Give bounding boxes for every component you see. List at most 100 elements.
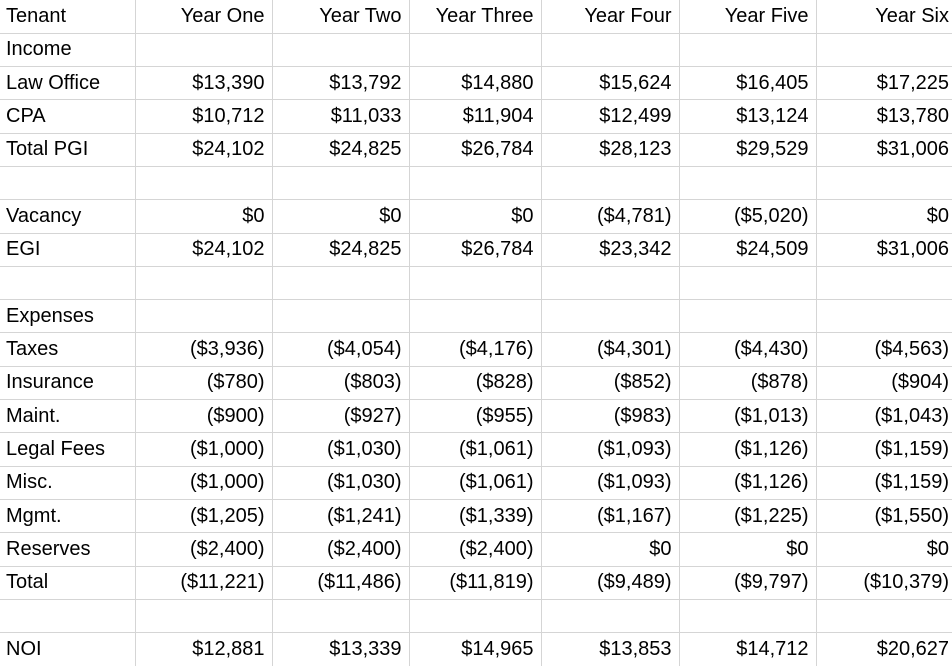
column-header-year-one[interactable]: Year One bbox=[134, 0, 273, 34]
row-label-cell[interactable]: Taxes bbox=[0, 332, 136, 367]
value-cell[interactable]: $14,880 bbox=[408, 66, 542, 101]
value-cell[interactable]: $15,624 bbox=[540, 66, 680, 101]
value-cell[interactable] bbox=[271, 598, 410, 634]
column-header-year-five[interactable]: Year Five bbox=[678, 0, 817, 34]
value-cell[interactable]: ($4,301) bbox=[540, 332, 680, 367]
value-cell[interactable]: ($1,093) bbox=[540, 432, 680, 467]
row-label-cell[interactable]: Maint. bbox=[0, 399, 136, 434]
row-label-cell[interactable]: EGI bbox=[0, 232, 136, 267]
value-cell[interactable] bbox=[540, 165, 680, 201]
value-cell[interactable] bbox=[134, 165, 273, 201]
value-cell[interactable]: $23,342 bbox=[540, 232, 680, 267]
value-cell[interactable]: ($904) bbox=[815, 365, 952, 401]
value-cell[interactable]: ($3,936) bbox=[134, 332, 273, 367]
value-cell[interactable]: $29,529 bbox=[678, 132, 817, 167]
value-cell[interactable] bbox=[678, 265, 817, 301]
value-cell[interactable] bbox=[408, 265, 542, 301]
value-cell[interactable]: ($878) bbox=[678, 365, 817, 401]
value-cell[interactable]: ($11,486) bbox=[271, 565, 410, 600]
value-cell[interactable]: $14,965 bbox=[408, 632, 542, 666]
value-cell[interactable]: ($9,797) bbox=[678, 565, 817, 600]
value-cell[interactable] bbox=[408, 598, 542, 634]
value-cell[interactable]: $13,339 bbox=[271, 632, 410, 666]
value-cell[interactable]: $24,825 bbox=[271, 232, 410, 267]
row-label-cell[interactable]: Total PGI bbox=[0, 132, 136, 167]
value-cell[interactable] bbox=[134, 598, 273, 634]
row-label-cell[interactable]: Legal Fees bbox=[0, 432, 136, 467]
value-cell[interactable] bbox=[540, 299, 680, 334]
value-cell[interactable]: ($11,819) bbox=[408, 565, 542, 600]
row-label-cell[interactable]: NOI bbox=[0, 632, 136, 666]
row-label-cell[interactable]: Reserves bbox=[0, 532, 136, 567]
value-cell[interactable]: $0 bbox=[540, 532, 680, 567]
value-cell[interactable]: ($4,781) bbox=[540, 199, 680, 234]
value-cell[interactable]: $0 bbox=[678, 532, 817, 567]
value-cell[interactable]: $13,390 bbox=[134, 66, 273, 101]
value-cell[interactable]: $26,784 bbox=[408, 232, 542, 267]
value-cell[interactable]: $10,712 bbox=[134, 99, 273, 134]
value-cell[interactable]: $11,904 bbox=[408, 99, 542, 134]
value-cell[interactable] bbox=[134, 265, 273, 301]
value-cell[interactable]: $16,405 bbox=[678, 66, 817, 101]
value-cell[interactable] bbox=[678, 299, 817, 334]
value-cell[interactable]: ($852) bbox=[540, 365, 680, 401]
column-header-year-six[interactable]: Year Six bbox=[815, 0, 952, 34]
value-cell[interactable]: $12,881 bbox=[134, 632, 273, 666]
value-cell[interactable]: $20,627 bbox=[815, 632, 952, 666]
value-cell[interactable] bbox=[271, 265, 410, 301]
value-cell[interactable]: $24,102 bbox=[134, 132, 273, 167]
column-header-year-four[interactable]: Year Four bbox=[540, 0, 680, 34]
value-cell[interactable] bbox=[678, 598, 817, 634]
column-header-tenant[interactable]: Tenant bbox=[0, 0, 136, 34]
value-cell[interactable]: ($1,013) bbox=[678, 399, 817, 434]
value-cell[interactable] bbox=[271, 299, 410, 334]
value-cell[interactable]: $0 bbox=[815, 532, 952, 567]
row-label-cell[interactable] bbox=[0, 165, 136, 201]
value-cell[interactable]: $31,006 bbox=[815, 232, 952, 267]
value-cell[interactable]: ($2,400) bbox=[134, 532, 273, 567]
column-header-year-three[interactable]: Year Three bbox=[408, 0, 542, 34]
value-cell[interactable]: ($1,126) bbox=[678, 432, 817, 467]
value-cell[interactable]: $0 bbox=[271, 199, 410, 234]
value-cell[interactable] bbox=[815, 299, 952, 334]
value-cell[interactable]: ($1,030) bbox=[271, 465, 410, 500]
value-cell[interactable] bbox=[408, 299, 542, 334]
value-cell[interactable]: $24,509 bbox=[678, 232, 817, 267]
value-cell[interactable]: ($1,061) bbox=[408, 432, 542, 467]
value-cell[interactable]: ($927) bbox=[271, 399, 410, 434]
value-cell[interactable] bbox=[678, 32, 817, 68]
value-cell[interactable]: $12,499 bbox=[540, 99, 680, 134]
value-cell[interactable]: ($1,061) bbox=[408, 465, 542, 500]
value-cell[interactable]: ($2,400) bbox=[408, 532, 542, 567]
value-cell[interactable]: ($1,000) bbox=[134, 432, 273, 467]
value-cell[interactable]: ($803) bbox=[271, 365, 410, 401]
row-label-cell[interactable]: Misc. bbox=[0, 465, 136, 500]
value-cell[interactable] bbox=[815, 32, 952, 68]
value-cell[interactable]: $24,102 bbox=[134, 232, 273, 267]
row-label-cell[interactable]: Mgmt. bbox=[0, 498, 136, 534]
row-label-cell[interactable] bbox=[0, 598, 136, 634]
value-cell[interactable]: $14,712 bbox=[678, 632, 817, 666]
value-cell[interactable]: ($4,176) bbox=[408, 332, 542, 367]
value-cell[interactable]: $11,033 bbox=[271, 99, 410, 134]
value-cell[interactable]: ($4,563) bbox=[815, 332, 952, 367]
value-cell[interactable]: ($1,339) bbox=[408, 498, 542, 534]
column-header-year-two[interactable]: Year Two bbox=[271, 0, 410, 34]
value-cell[interactable] bbox=[815, 165, 952, 201]
value-cell[interactable]: ($1,241) bbox=[271, 498, 410, 534]
row-label-cell[interactable]: CPA bbox=[0, 99, 136, 134]
value-cell[interactable]: ($1,225) bbox=[678, 498, 817, 534]
value-cell[interactable] bbox=[271, 165, 410, 201]
value-cell[interactable] bbox=[134, 32, 273, 68]
value-cell[interactable]: $13,792 bbox=[271, 66, 410, 101]
value-cell[interactable]: ($983) bbox=[540, 399, 680, 434]
value-cell[interactable] bbox=[134, 299, 273, 334]
value-cell[interactable] bbox=[815, 598, 952, 634]
value-cell[interactable]: ($9,489) bbox=[540, 565, 680, 600]
value-cell[interactable]: ($1,000) bbox=[134, 465, 273, 500]
value-cell[interactable]: $31,006 bbox=[815, 132, 952, 167]
value-cell[interactable] bbox=[408, 165, 542, 201]
value-cell[interactable]: $0 bbox=[134, 199, 273, 234]
value-cell[interactable]: ($10,379) bbox=[815, 565, 952, 600]
value-cell[interactable] bbox=[540, 265, 680, 301]
